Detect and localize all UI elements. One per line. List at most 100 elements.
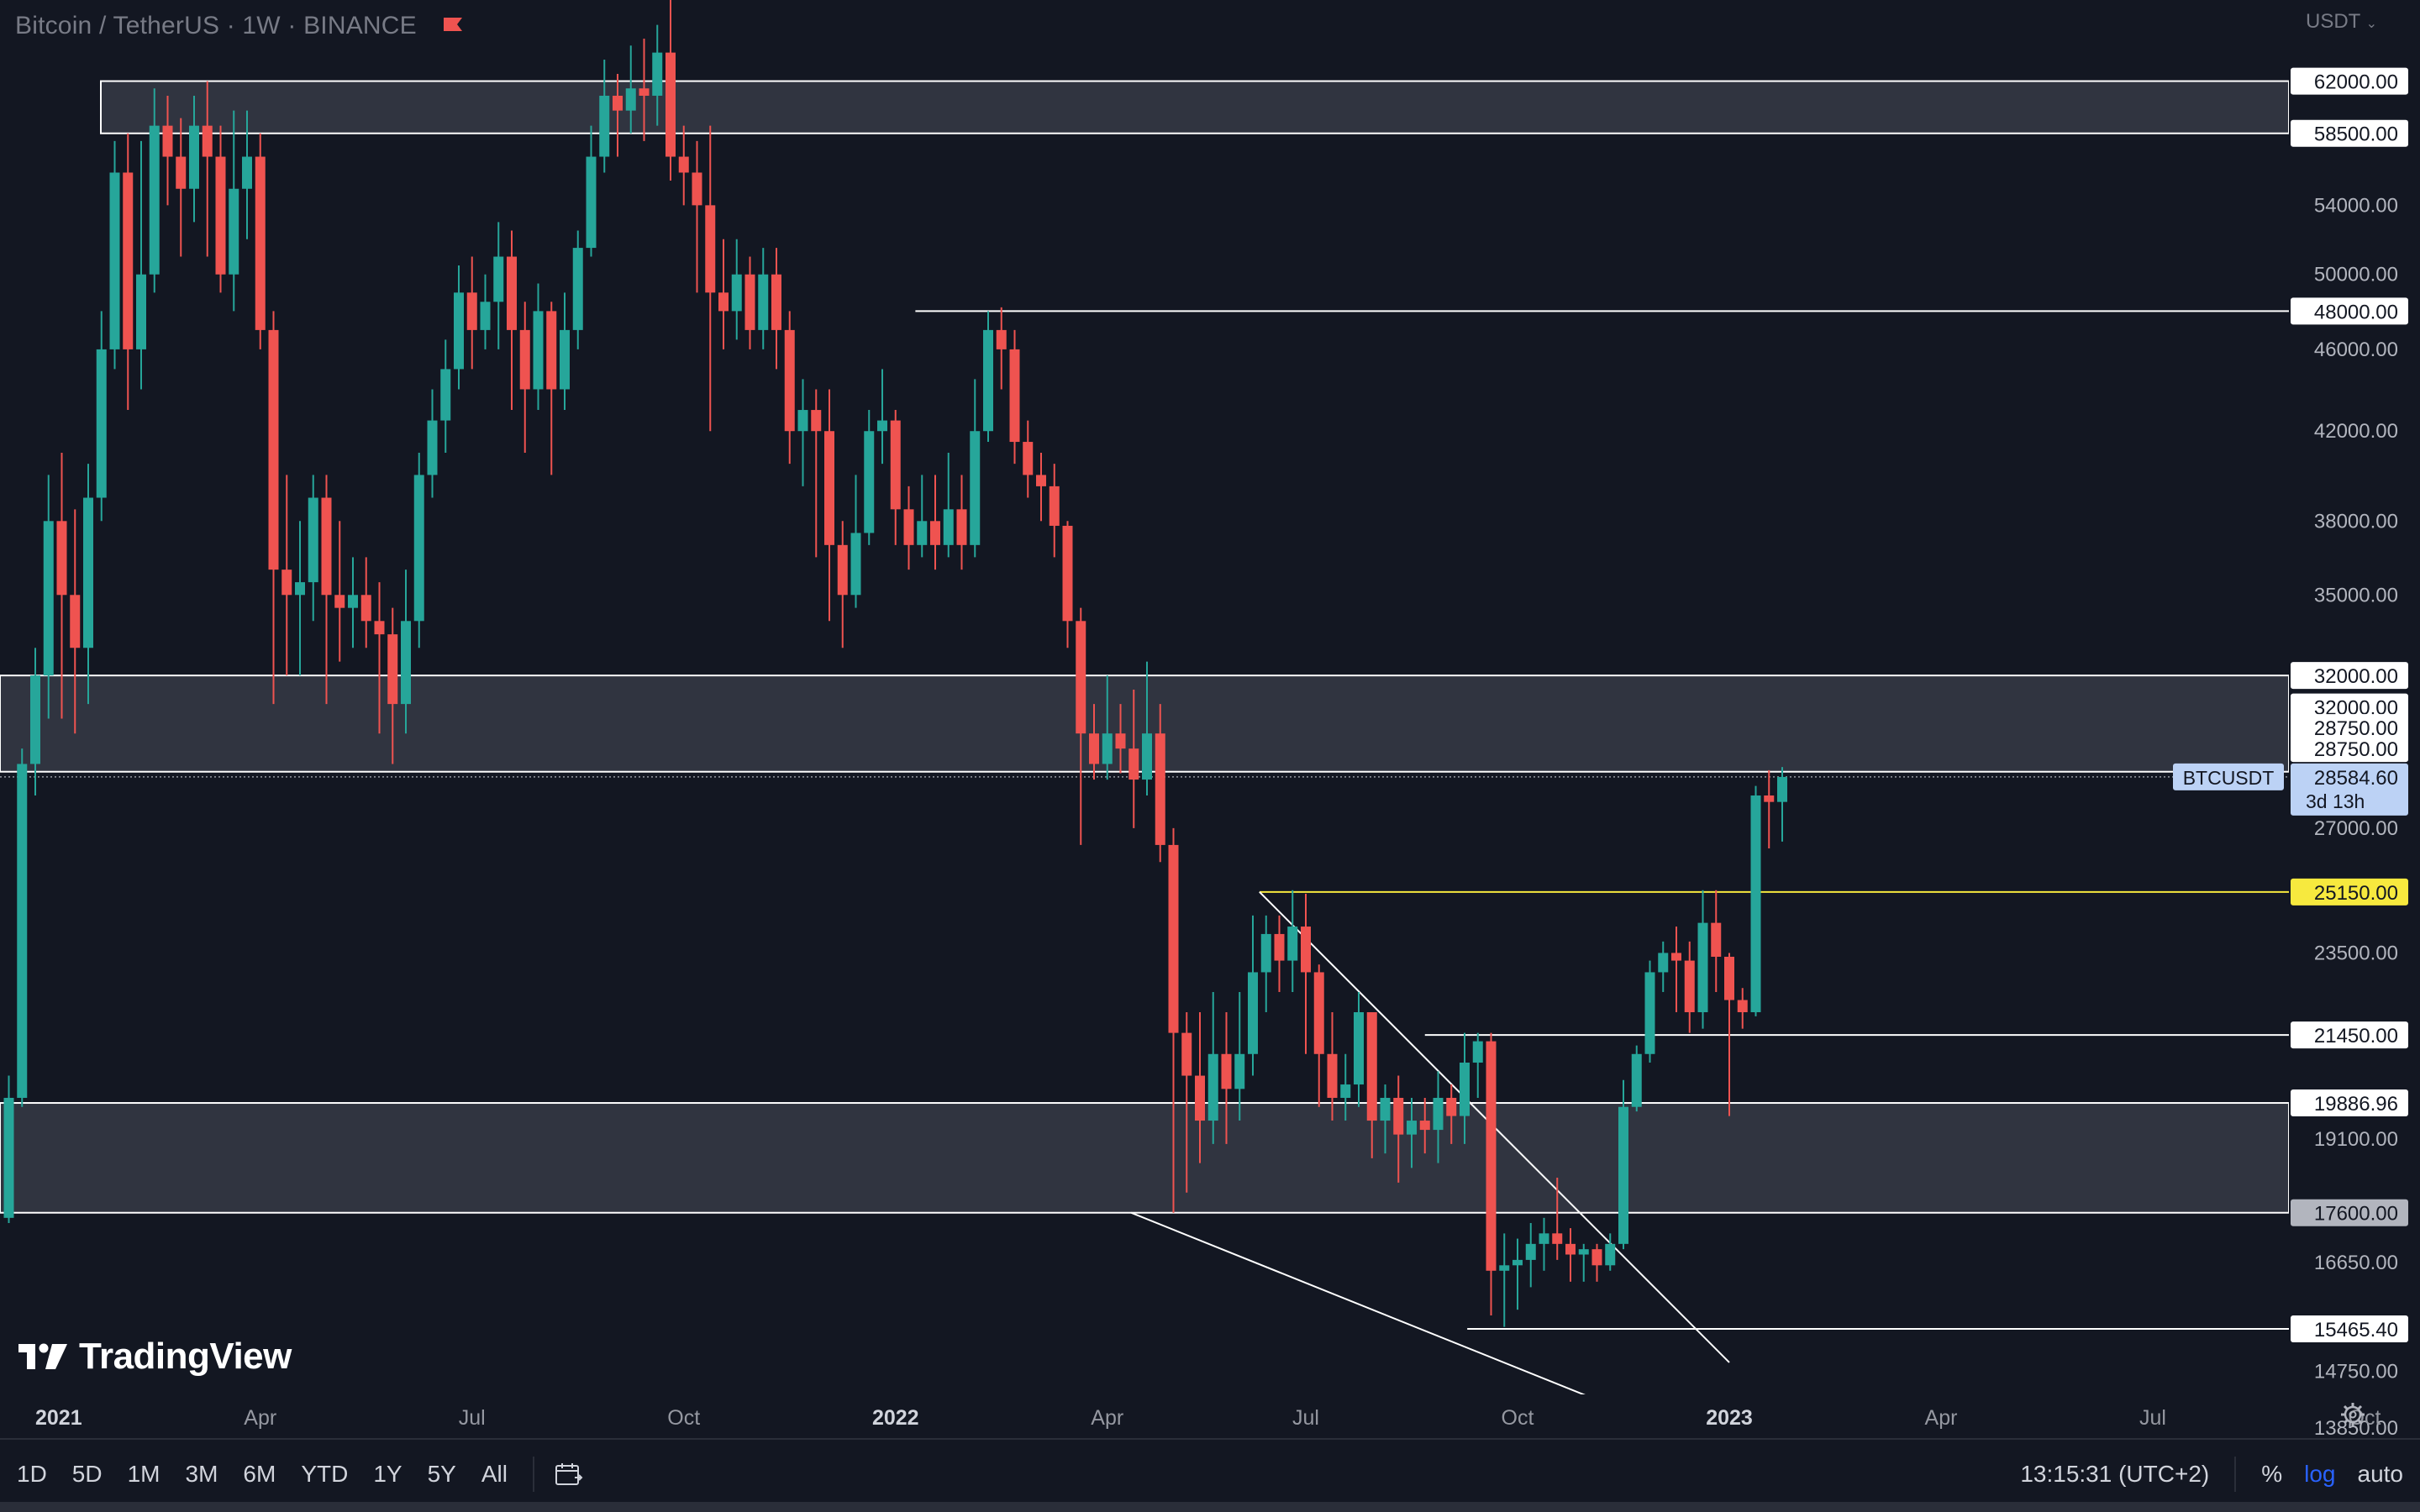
candle [1062,521,1073,648]
candle [136,140,146,390]
timeframe-1d-button[interactable]: 1D [17,1461,47,1487]
log-scale-toggle[interactable]: log [2304,1461,2336,1487]
candle-body [17,764,28,1098]
percent-scale-toggle[interactable]: % [2261,1461,2283,1487]
candle-body [956,509,967,545]
candle [1407,1097,1417,1168]
candle-body [1181,1032,1192,1076]
price-level-label-bg [2291,67,2408,95]
candle-body [666,52,676,157]
candle [1207,991,1218,1144]
calendar-goto-icon[interactable] [555,1462,583,1487]
auto-scale-toggle[interactable]: auto [2357,1461,2404,1487]
timeframe-1m-button[interactable]: 1M [127,1461,160,1487]
candle-body [480,302,491,330]
candle [666,0,676,181]
candle-body [255,156,266,330]
candle [215,125,226,293]
candle [1102,675,1113,780]
price-axis-tick-label: 19100.00 [2314,1128,2398,1151]
candle [1340,1053,1351,1121]
candle-body [1142,733,1152,780]
candle-body [586,156,597,249]
candle-body [1076,621,1086,734]
timeframe-ytd-button[interactable]: YTD [301,1461,349,1487]
price-level-label-text: 48000.00 [2314,301,2398,323]
clock-display[interactable]: 13:15:31 (UTC+2) [2020,1461,2210,1487]
candle [731,239,742,340]
candle [387,607,398,764]
candle-body [1062,525,1073,622]
candle-body [784,329,795,432]
candle [546,302,557,475]
candle [877,369,887,465]
flag-icon[interactable] [442,16,464,33]
timeframe-5y-button[interactable]: 5Y [427,1461,456,1487]
candle [1750,785,1761,1016]
current-price-label-bg [2291,763,2408,816]
candle [864,410,875,545]
candle [1354,991,1364,1107]
price-level-label: 25150.00 [2291,878,2408,906]
candle-body [1393,1097,1404,1135]
candle-body [970,431,981,545]
candle [83,464,93,705]
symbol-title[interactable]: Bitcoin / TetherUS · 1W · BINANCE [15,12,464,40]
candle [281,475,292,676]
candle [1618,1079,1628,1250]
candle-body [1777,776,1787,802]
candle-body [1671,953,1681,961]
candle [1578,1243,1589,1282]
timeframe-6m-button[interactable]: 6M [243,1461,276,1487]
candle [1711,890,1722,992]
price-level-label-text: 28750.00 [2314,738,2398,761]
currency-dropdown[interactable]: USDT ⌄ [2306,10,2377,34]
gear-icon[interactable] [2339,1401,2366,1428]
candle [983,311,993,443]
candle [17,748,28,1107]
candle [427,389,438,498]
candle-body [1499,1265,1510,1271]
candle-body [1658,953,1669,973]
candle-body [295,582,305,596]
candle [1287,890,1298,992]
bar-countdown: 3d 13h [2306,790,2365,812]
candle [811,389,822,558]
timeframe-3m-button[interactable]: 3M [185,1461,218,1487]
candle-body [625,88,636,111]
price-level-label-text: 19886.96 [2314,1093,2398,1116]
candle-body [1565,1243,1576,1255]
timeframe-5d-button[interactable]: 5D [71,1461,103,1487]
candle [1366,1012,1377,1158]
candle-body [1155,733,1165,845]
price-level-label: 32000.00 [2291,662,2408,690]
candle-body [136,274,146,349]
price-level-label-bg [2291,119,2408,147]
timeframe-all-button[interactable]: All [481,1461,508,1487]
candle [3,1075,14,1223]
candle [917,475,928,558]
candle-body [1711,922,1722,958]
candle-body [692,172,702,206]
timeframe-toolbar: 1D 5D 1M 3M 6M YTD 1Y 5Y All [17,1453,583,1495]
price-axis-tick-label: 27000.00 [2314,817,2398,840]
price-level-label-text: 62000.00 [2314,71,2398,94]
candle-body [348,595,358,608]
candle [440,339,451,454]
timeframe-1y-button[interactable]: 1Y [373,1461,402,1487]
candle-body [123,172,134,349]
price-level-label-bg [2291,662,2408,690]
candle-body [930,521,940,545]
candle [1076,607,1086,845]
candle-body [1407,1121,1417,1135]
candle [1697,890,1708,1029]
candle [1142,661,1152,796]
candle-body [56,521,67,596]
candle-body [744,274,755,330]
candle-body [533,311,544,390]
candle [1260,915,1271,1013]
tradingview-logo-text: TradingView [79,1336,292,1377]
candle [454,265,464,390]
candle-body [1750,795,1761,1013]
